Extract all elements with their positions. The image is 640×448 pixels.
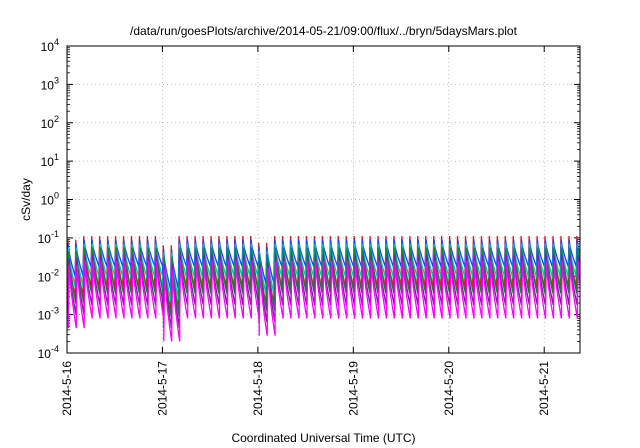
x-tick-label: 2014-5-17 xyxy=(155,361,169,416)
y-tick-label: 10-3 xyxy=(38,306,59,323)
x-tick-label: 2014-5-18 xyxy=(251,361,265,416)
series-line xyxy=(67,255,580,329)
y-tick-label: 102 xyxy=(41,114,59,131)
y-tick-label: 10-2 xyxy=(38,267,59,284)
y-tick-label: 103 xyxy=(41,75,59,92)
series-line xyxy=(67,247,580,317)
chart-title: /data/run/goesPlots/archive/2014-05-21/0… xyxy=(130,24,518,38)
y-tick-label: 104 xyxy=(41,37,59,54)
series-line xyxy=(67,239,580,290)
series-line xyxy=(67,260,580,342)
y-tick-label: 10-4 xyxy=(38,344,59,361)
x-tick-label: 2014-5-21 xyxy=(537,361,551,416)
plot-frame xyxy=(66,45,581,354)
series-line xyxy=(67,243,580,302)
y-tick-label: 100 xyxy=(41,191,59,208)
y-axis-label: cSv/day xyxy=(19,178,33,221)
x-tick-label: 2014-5-19 xyxy=(346,361,360,416)
x-tick-label: 2014-5-20 xyxy=(442,361,456,416)
y-tick-label: 10-1 xyxy=(38,229,59,246)
y-tick-label: 101 xyxy=(41,152,59,169)
x-axis-label: Coordinated Universal Time (UTC) xyxy=(231,431,415,445)
x-tick-label: 2014-5-16 xyxy=(60,361,74,416)
